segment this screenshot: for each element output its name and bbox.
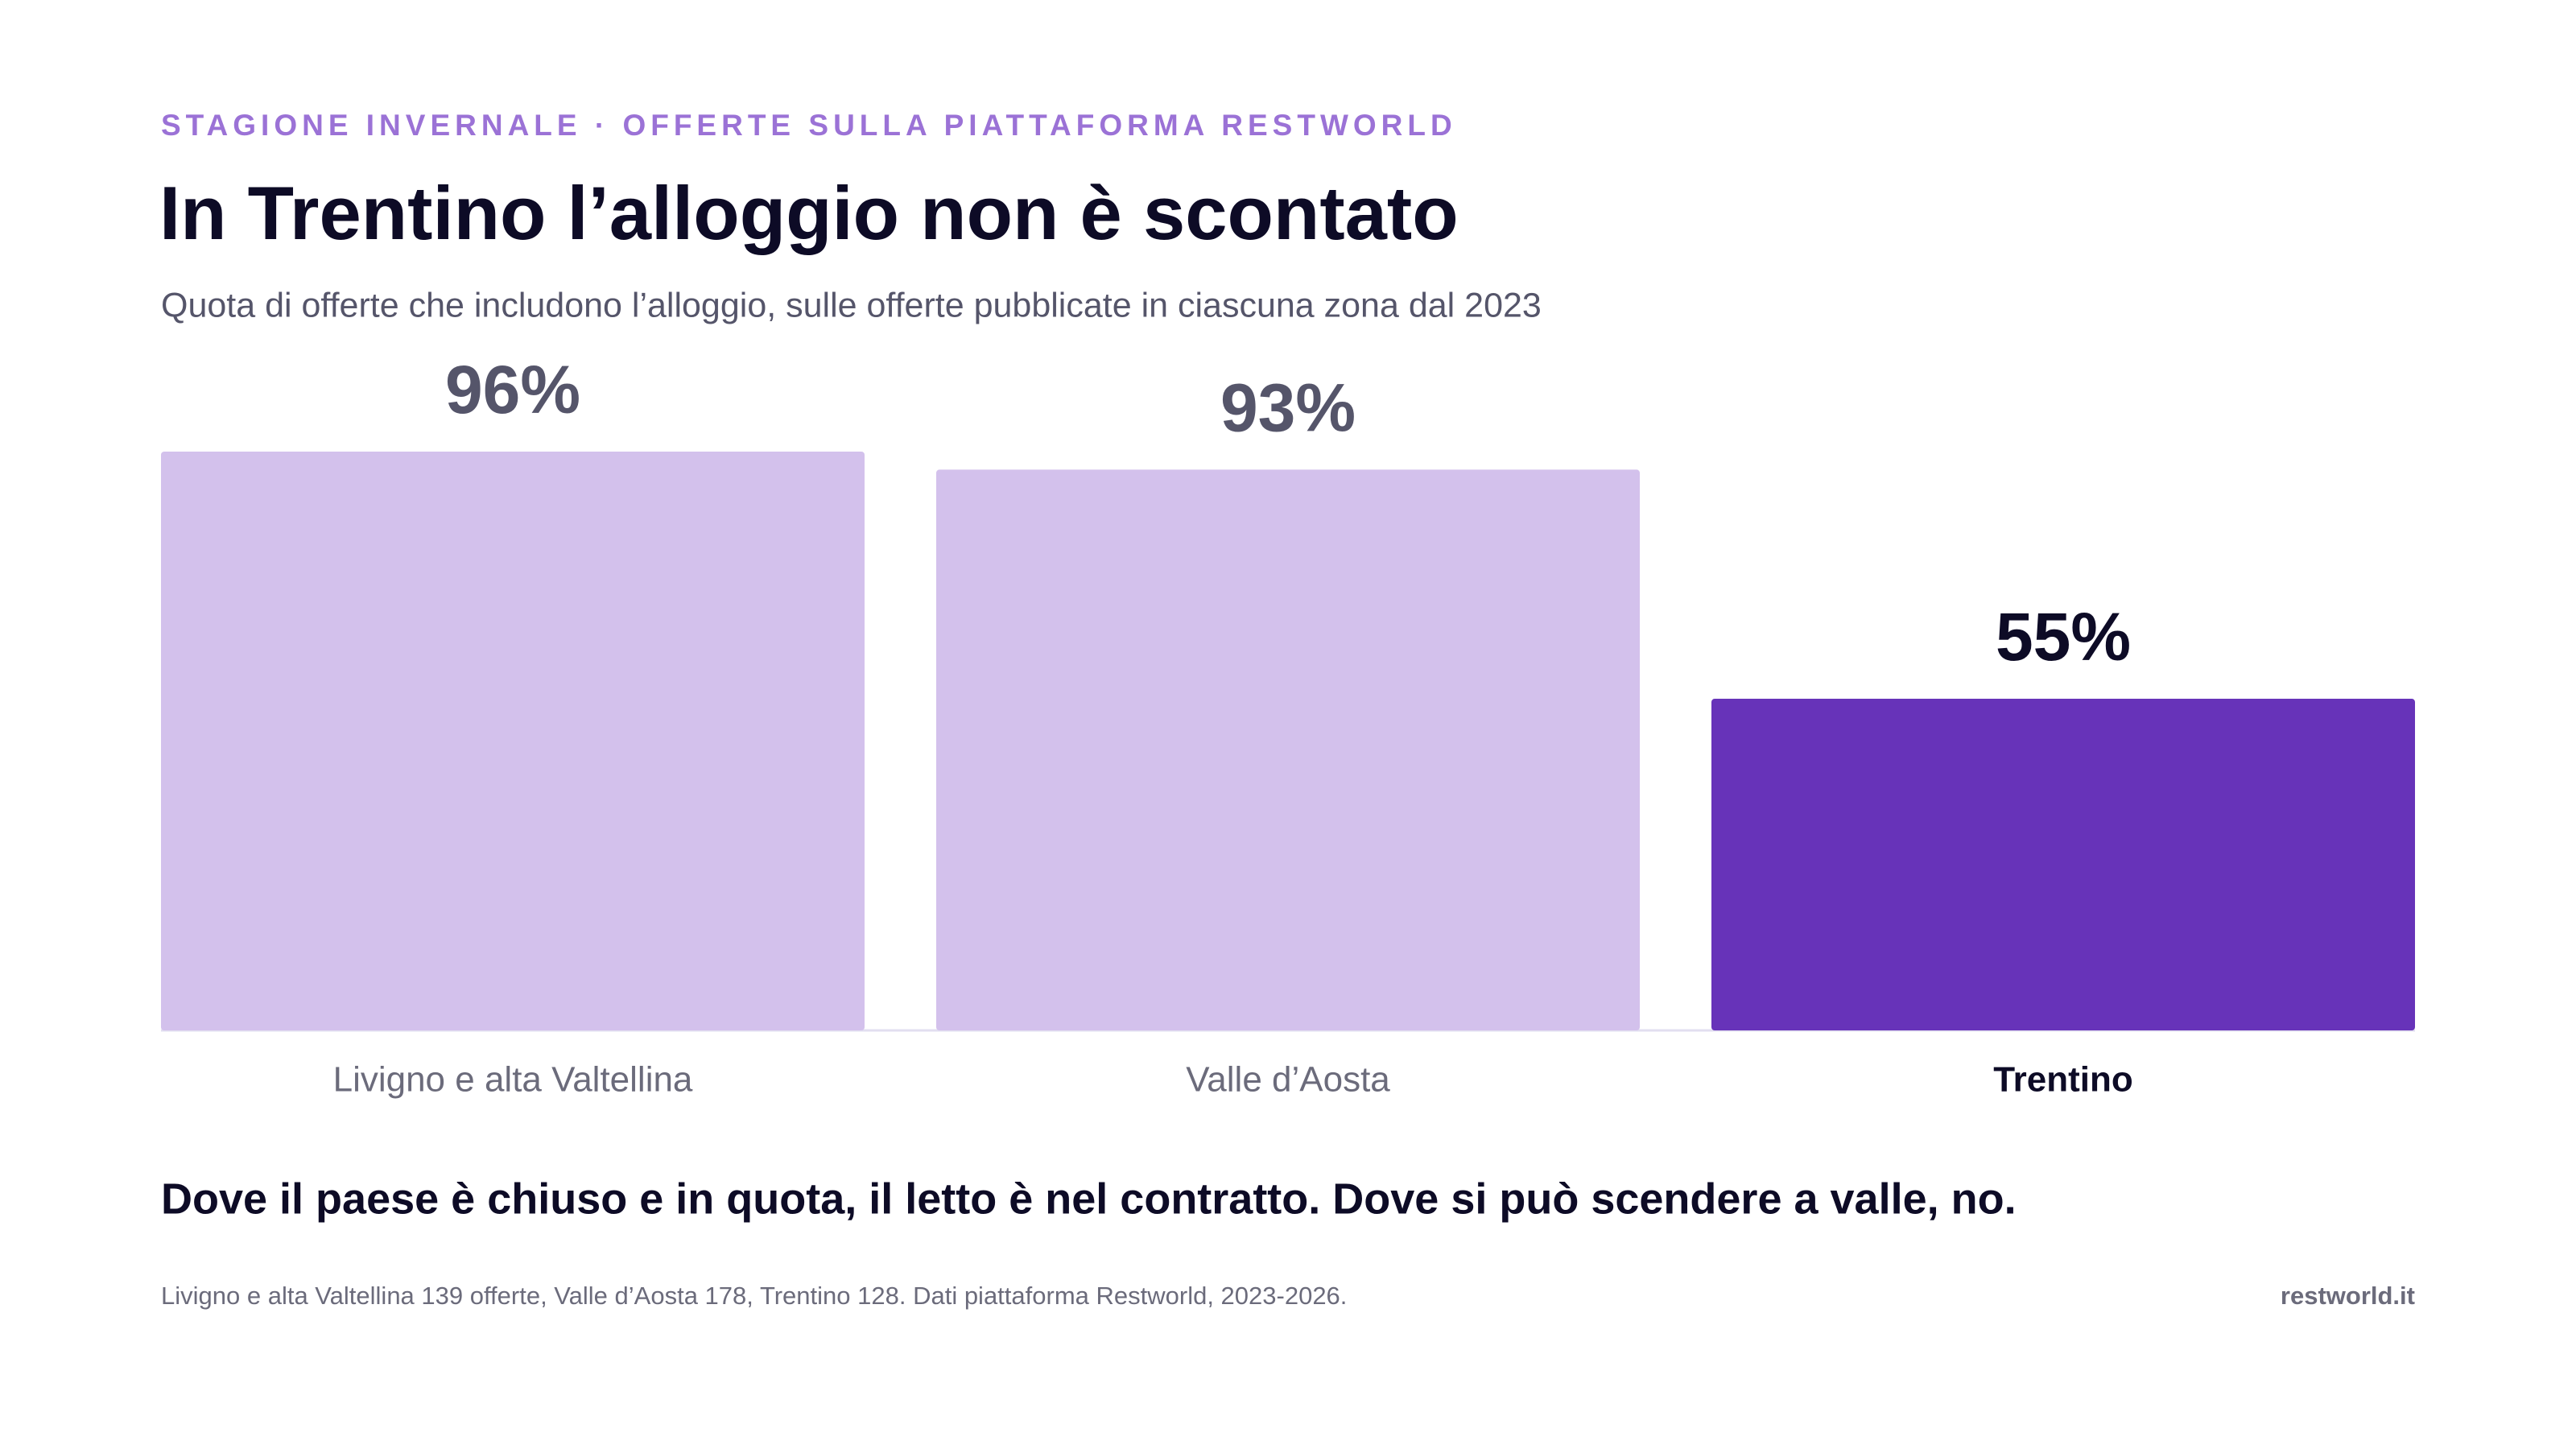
x-tick-label: Valle d’Aosta <box>1186 1060 1390 1100</box>
kicker: STAGIONE INVERNALE · OFFERTE SULLA PIATT… <box>161 109 1457 142</box>
footnote: Livigno e alta Valtellina 139 offerte, V… <box>161 1282 1347 1310</box>
value-label: 96% <box>445 352 580 427</box>
bar <box>936 469 1640 1030</box>
value-label: 55% <box>1996 599 2131 675</box>
subtitle: Quota di offerte che includono l’alloggi… <box>161 286 1542 324</box>
x-tick-label: Trentino <box>1993 1060 2133 1100</box>
chart-title: In Trentino l’alloggio non è scontato <box>159 171 1459 255</box>
bar <box>161 451 865 1030</box>
source: restworld.it <box>2281 1282 2415 1310</box>
bar <box>1711 699 2415 1030</box>
takeaway: Dove il paese è chiuso e in quota, il le… <box>161 1174 2017 1223</box>
value-label: 93% <box>1220 370 1356 446</box>
x-tick-label: Livigno e alta Valtellina <box>333 1060 693 1100</box>
